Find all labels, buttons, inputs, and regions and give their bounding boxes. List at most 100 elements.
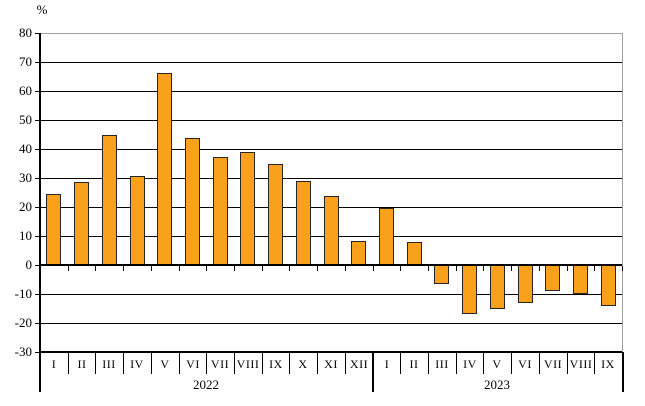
x-axis-tick: [289, 266, 290, 271]
y-axis-tick: [35, 178, 40, 179]
month-separator: [456, 353, 457, 374]
x-axis-tick: [317, 266, 318, 271]
bar-2022-VI: [185, 138, 200, 265]
month-separator: [483, 353, 484, 374]
month-label: II: [77, 357, 87, 371]
month-label: XI: [324, 357, 338, 371]
gridline: [40, 178, 622, 179]
plot-border-right: [622, 33, 623, 352]
month-separator: [317, 353, 318, 374]
month-separator: [567, 353, 568, 374]
month-label: V: [492, 357, 502, 371]
month-separator: [511, 353, 512, 374]
bar-2022-IX: [268, 164, 283, 265]
y-axis-tick: [35, 62, 40, 63]
month-label: VIII: [569, 357, 593, 371]
y-axis-tick: [35, 91, 40, 92]
bar-2023-VI: [518, 265, 533, 303]
year-separator: [372, 352, 374, 392]
month-separator: [400, 353, 401, 374]
y-tick-label: 60: [19, 83, 32, 98]
y-tick-label: -10: [14, 286, 32, 301]
bar-2022-II: [74, 182, 89, 265]
x-axis-tick: [594, 266, 595, 271]
gridline: [40, 323, 622, 324]
month-label: VI: [518, 357, 532, 371]
month-separator: [289, 353, 290, 374]
y-tick-label: -20: [14, 315, 32, 330]
y-axis-tick: [35, 323, 40, 324]
bar-2022-IV: [130, 176, 145, 265]
x-axis-tick: [123, 266, 124, 271]
month-separator: [594, 353, 595, 374]
y-tick-label: 70: [19, 54, 32, 69]
y-tick-label: 20: [19, 199, 32, 214]
x-axis-tick: [151, 266, 152, 271]
gridline: [40, 120, 622, 121]
month-label: IV: [463, 357, 477, 371]
month-label: V: [160, 357, 170, 371]
bar-2022-V: [157, 73, 172, 265]
month-separator: [95, 353, 96, 374]
x-axis-tick: [456, 266, 457, 271]
bar-2023-III: [434, 265, 449, 284]
month-label: I: [51, 357, 57, 371]
month-separator: [179, 353, 180, 374]
gridline: [40, 294, 622, 295]
month-separator: [123, 353, 124, 374]
y-axis-tick: [35, 294, 40, 295]
x-axis-zero-line: [40, 264, 622, 266]
y-axis-tick: [35, 236, 40, 237]
gridline: [40, 62, 622, 63]
month-label: III: [435, 357, 449, 371]
bar-2023-VIII: [573, 265, 588, 294]
bar-2023-V: [490, 265, 505, 309]
x-axis-tick: [345, 266, 346, 271]
gridline-bottom: [40, 351, 622, 353]
y-axis-tick: [35, 33, 40, 34]
month-separator: [345, 353, 346, 374]
bar-2023-VII: [545, 265, 560, 291]
month-label: VI: [186, 357, 200, 371]
x-axis-tick: [622, 266, 623, 271]
x-axis-tick: [95, 266, 96, 271]
bar-2022-XI: [324, 196, 339, 265]
month-label: I: [384, 357, 390, 371]
y-tick-label: 0: [25, 257, 33, 272]
bar-2022-III: [102, 135, 117, 265]
month-label: IV: [130, 357, 144, 371]
x-axis-tick: [567, 266, 568, 271]
month-label: II: [409, 357, 419, 371]
y-tick-label: 40: [19, 141, 32, 156]
bar-2023-IX: [601, 265, 616, 306]
month-separator: [234, 353, 235, 374]
month-label: VII: [543, 357, 563, 371]
right-edge-separator: [622, 352, 624, 392]
y-axis-unit-label: %: [36, 2, 48, 17]
x-axis-tick: [539, 266, 540, 271]
gridline: [40, 91, 622, 92]
bar-2022-X: [296, 181, 311, 265]
month-label: VII: [210, 357, 230, 371]
y-tick-label: 30: [19, 170, 32, 185]
x-axis-tick: [68, 266, 69, 271]
year-label-2023: 2023: [484, 377, 510, 392]
y-tick-label: 10: [19, 228, 32, 243]
x-axis-tick: [483, 266, 484, 271]
month-separator: [206, 353, 207, 374]
x-axis-tick: [428, 266, 429, 271]
year-label-2022: 2022: [193, 377, 219, 392]
plot-border-top: [40, 33, 623, 34]
x-axis-tick: [179, 266, 180, 271]
y-axis-tick: [35, 207, 40, 208]
bar-2023-I: [379, 208, 394, 265]
y-axis-tick: [35, 149, 40, 150]
y-axis-tick: [35, 120, 40, 121]
bar-2022-VIII: [240, 152, 255, 265]
bar-2022-XII: [351, 241, 366, 265]
gridline: [40, 149, 622, 150]
month-separator: [262, 353, 263, 374]
y-axis-tick: [35, 265, 40, 266]
y-tick-label: 80: [19, 25, 32, 40]
